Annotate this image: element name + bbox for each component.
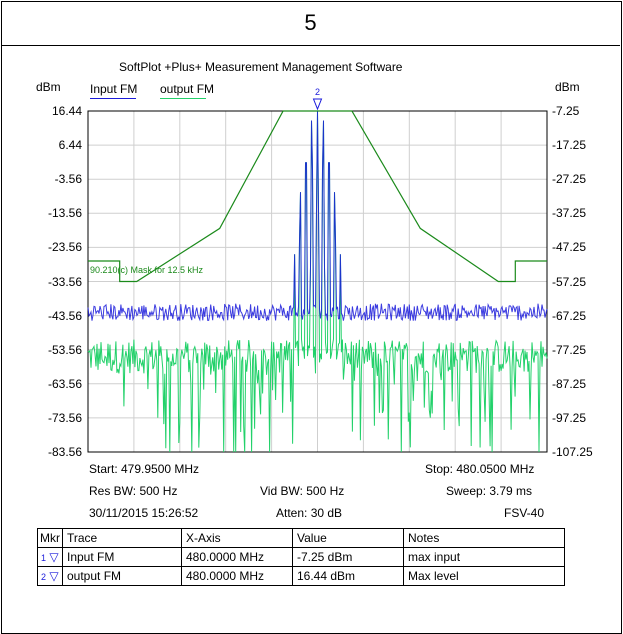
table-row[interactable]: 1 ▽ Input FM 480.0000 MHz -7.25 dBm max … [37,547,565,567]
right-tick-label: -67.25 [552,308,587,323]
left-tick-label: -33.56 [47,274,82,289]
x-value: 480.0000 MHz [181,547,293,567]
notes: max input [403,547,565,567]
marker-triangle-icon [312,98,323,111]
marker-triangle-icon: ▽ [49,550,59,564]
right-tick-label: -77.25 [552,342,587,357]
res-bw: Res BW: 500 Hz [89,484,178,498]
col-trace: Trace [62,528,182,548]
page-number: 5 [1,1,620,46]
mask-line [88,110,547,283]
marker-table-header: Mkr Trace X-Axis Value Notes [37,528,565,548]
right-tick-label: -27.25 [552,172,587,187]
sweep-time: Sweep: 3.79 ms [446,484,533,498]
right-tick-label: -17.25 [552,138,587,153]
start-freq: Start: 479.9500 MHz [89,462,200,476]
marker-id: 1 ▽ [37,547,63,567]
marker-id: 2 ▽ [37,566,63,586]
stop-freq: Stop: 480.0500 MHz [425,462,535,476]
left-tick-label: -3.56 [54,172,82,187]
left-tick-label: -83.56 [47,445,82,459]
timestamp: 30/11/2015 15:26:52 [89,506,199,520]
left-tick-label: -73.56 [47,410,82,425]
vid-bw: Vid BW: 500 Hz [260,484,345,498]
marker-triangle-icon: ▽ [49,569,59,583]
col-mkr: Mkr [37,528,63,548]
col-x-axis: X-Axis [181,528,293,548]
marker-table: Mkr Trace X-Axis Value Notes 1 ▽ Input F… [37,528,565,586]
x-value: 480.0000 MHz [181,566,293,586]
notes: Max level [403,566,565,586]
right-tick-label: -37.25 [552,206,587,221]
left-axis-unit: dBm [36,80,61,94]
legend-input-line [90,98,136,99]
right-axis-unit: dBm [555,80,580,94]
mask-label: 90.210(c) Mask for 12.5 kHz [90,265,204,275]
table-row[interactable]: 2 ▽ output FM 480.0000 MHz 16.44 dBm Max… [37,566,565,586]
left-tick-label: -63.56 [47,376,82,391]
left-tick-label: -53.56 [47,342,82,357]
right-tick-label: -57.25 [552,274,587,289]
left-tick-label: -13.56 [47,206,82,221]
y-value: 16.44 dBm [292,566,404,586]
col-notes: Notes [403,528,565,548]
left-tick-label: -43.56 [47,308,82,323]
left-tick-label: -23.56 [47,240,82,255]
right-tick-label: -47.25 [552,240,587,255]
left-tick-label: 6.44 [58,138,82,153]
right-tick-label: -97.25 [552,410,587,425]
right-tick-label: -87.25 [552,376,587,391]
legend-output-line [160,98,206,99]
trace-name: Input FM [62,547,182,567]
left-tick-label: 16.44 [51,104,82,118]
trace-name: output FM [62,566,182,586]
legend-output-label: output FM [160,82,215,96]
attenuation: Atten: 30 dB [276,506,343,520]
y-value: -7.25 dBm [292,547,404,567]
legend-input-label: Input FM [90,82,138,96]
chart-title: SoftPlot +Plus+ Measurement Management S… [119,60,403,74]
right-tick-label: -7.25 [552,104,580,118]
instrument-name: FSV-40 [504,506,545,520]
col-value: Value [292,528,404,548]
marker-label: 2 [315,87,320,97]
right-tick-label: -107.25 [552,445,593,459]
